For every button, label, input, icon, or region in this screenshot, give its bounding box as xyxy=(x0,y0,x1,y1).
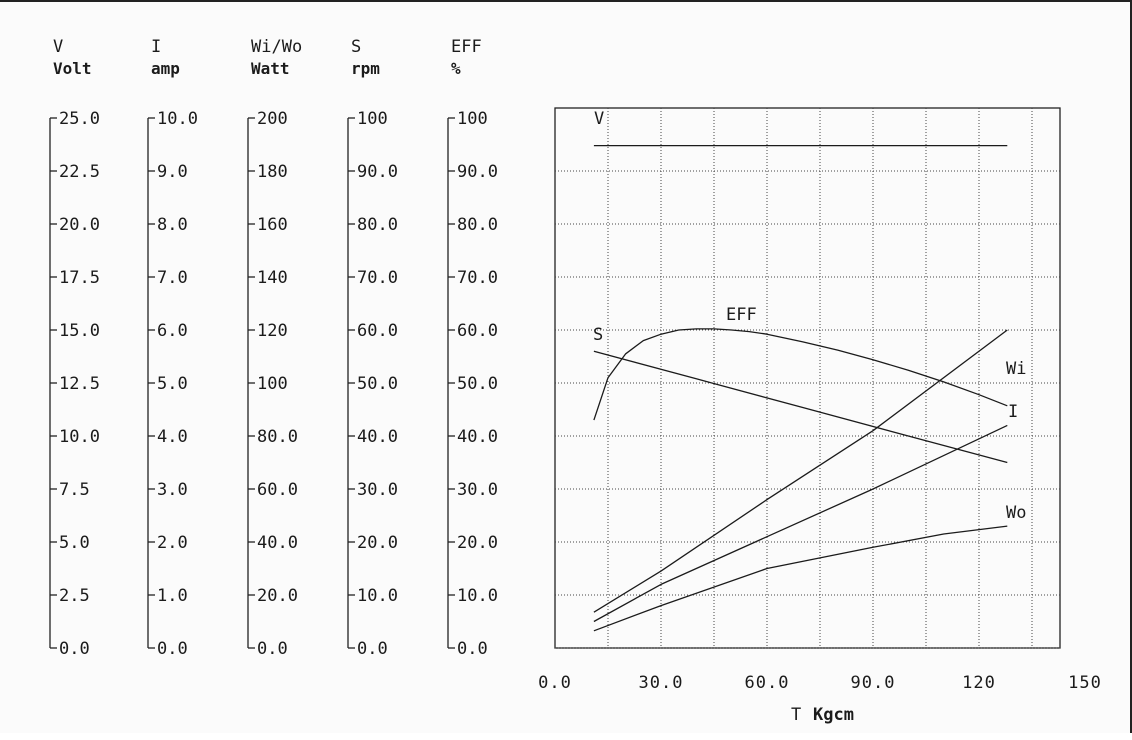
axis-tick-label-EFF: 60.0 xyxy=(457,321,498,341)
x-tick-label: 30.0 xyxy=(639,673,684,693)
axis-tick-label-W: 180 xyxy=(257,162,288,182)
axis-symbol-S: S xyxy=(351,37,361,57)
axis-tick-label-EFF: 30.0 xyxy=(457,480,498,500)
y-axes-group: V Volt 25.0 22.5 20.0 17.5 15.0 12.5 10.0 7.5 5.0 2… xyxy=(49,37,498,659)
axis-unit-EFF: % xyxy=(451,59,461,78)
axis-tick-label-S: 10.0 xyxy=(357,586,398,606)
axis-tick-label-S: 40.0 xyxy=(357,427,398,447)
axis-tick-label-EFF: 80.0 xyxy=(457,215,498,235)
axis-tick-label-V: 10.0 xyxy=(59,427,100,447)
x-axis-symbol: T xyxy=(791,705,801,725)
axis-unit-S: rpm xyxy=(351,59,380,78)
axis-tick-label-V: 17.5 xyxy=(59,268,100,288)
axis-tick-label-V: 12.5 xyxy=(59,374,100,394)
axis-tick-label-W: 140 xyxy=(257,268,288,288)
x-tick-label: 0.0 xyxy=(538,673,572,693)
series-line-Wi xyxy=(593,329,1008,613)
x-axis-unit: Kgcm xyxy=(813,705,854,725)
axis-tick-label-I: 5.0 xyxy=(157,374,188,394)
axis-tick-label-V: 15.0 xyxy=(59,321,100,341)
axis-tick-label-W: 100 xyxy=(257,374,288,394)
axis-tick-label-S: 60.0 xyxy=(357,321,398,341)
axis-tick-label-W: 160 xyxy=(257,215,288,235)
axis-tick-label-W: 120 xyxy=(257,321,288,341)
axis-tick-label-V: 25.0 xyxy=(59,109,100,129)
axis-tick-label-I: 4.0 xyxy=(157,427,188,447)
axis-tick-label-EFF: 50.0 xyxy=(457,374,498,394)
axis-tick-label-S: 90.0 xyxy=(357,162,398,182)
axis-tick-label-I: 0.0 xyxy=(157,639,188,659)
axis-unit-V: Volt xyxy=(53,59,92,78)
curve-label-Wi: Wi xyxy=(1006,359,1026,379)
axis-tick-label-EFF: 0.0 xyxy=(457,639,488,659)
series-line-Wo xyxy=(593,525,1008,632)
axis-tick-label-EFF: 90.0 xyxy=(457,162,498,182)
axis-unit-I: amp xyxy=(151,59,180,78)
axis-tick-label-S: 80.0 xyxy=(357,215,398,235)
axis-tick-label-V: 20.0 xyxy=(59,215,100,235)
axis-tick-label-W: 20.0 xyxy=(257,586,298,606)
axis-tick-label-I: 2.0 xyxy=(157,533,188,553)
axis-symbol-I: I xyxy=(151,37,161,57)
curve-label-I: I xyxy=(1008,402,1018,422)
axis-unit-W: Watt xyxy=(251,59,290,78)
axis-tick-label-I: 7.0 xyxy=(157,268,188,288)
axis-tick-label-W: 80.0 xyxy=(257,427,298,447)
axis-tick-label-V: 22.5 xyxy=(59,162,100,182)
axis-tick-label-I: 10.0 xyxy=(157,109,198,129)
series-line-I xyxy=(593,424,1008,623)
axis-tick-label-I: 6.0 xyxy=(157,321,188,341)
x-tick-label: 120 xyxy=(962,673,996,693)
plot-frame xyxy=(554,107,1061,649)
axis-tick-label-W: 200 xyxy=(257,109,288,129)
axis-tick-label-S: 100 xyxy=(357,109,388,129)
axis-tick-label-I: 3.0 xyxy=(157,480,188,500)
axis-tick-label-W: 0.0 xyxy=(257,639,288,659)
x-tick-label: 60.0 xyxy=(745,673,790,693)
axis-tick-label-I: 8.0 xyxy=(157,215,188,235)
plot-area-group: V S EFF Wi I Wo xyxy=(554,107,1061,649)
x-tick-label: 150 xyxy=(1068,673,1102,693)
curve-label-EFF: EFF xyxy=(726,305,757,325)
axis-tick-label-EFF: 20.0 xyxy=(457,533,498,553)
curve-label-Wo: Wo xyxy=(1006,503,1026,523)
axis-symbol-W: Wi/Wo xyxy=(251,37,302,57)
axis-symbol-EFF: EFF xyxy=(451,37,482,57)
axis-tick-label-W: 40.0 xyxy=(257,533,298,553)
axis-tick-label-S: 50.0 xyxy=(357,374,398,394)
axis-tick-label-V: 7.5 xyxy=(59,480,90,500)
axis-tick-label-EFF: 100 xyxy=(457,109,488,129)
x-axis-group: 0.0 30.0 60.0 90.0 120 150 T Kgcm xyxy=(538,673,1102,725)
series-line-EFF xyxy=(593,328,1008,421)
axis-tick-label-S: 70.0 xyxy=(357,268,398,288)
axis-tick-label-S: 20.0 xyxy=(357,533,398,553)
axis-tick-label-V: 0.0 xyxy=(59,639,90,659)
axis-tick-label-I: 1.0 xyxy=(157,586,188,606)
axis-tick-label-EFF: 10.0 xyxy=(457,586,498,606)
axis-tick-label-S: 30.0 xyxy=(357,480,398,500)
axis-tick-label-EFF: 70.0 xyxy=(457,268,498,288)
axis-tick-label-W: 60.0 xyxy=(257,480,298,500)
axis-tick-label-I: 9.0 xyxy=(157,162,188,182)
curve-label-S: S xyxy=(593,325,603,345)
axis-tick-label-EFF: 40.0 xyxy=(457,427,498,447)
axis-tick-label-V: 2.5 xyxy=(59,586,90,606)
series-line-S xyxy=(593,350,1008,464)
axis-tick-label-V: 5.0 xyxy=(59,533,90,553)
axis-tick-label-S: 0.0 xyxy=(357,639,388,659)
axis-symbol-V: V xyxy=(53,37,63,57)
x-tick-label: 90.0 xyxy=(851,673,896,693)
curve-label-V: V xyxy=(594,109,604,129)
